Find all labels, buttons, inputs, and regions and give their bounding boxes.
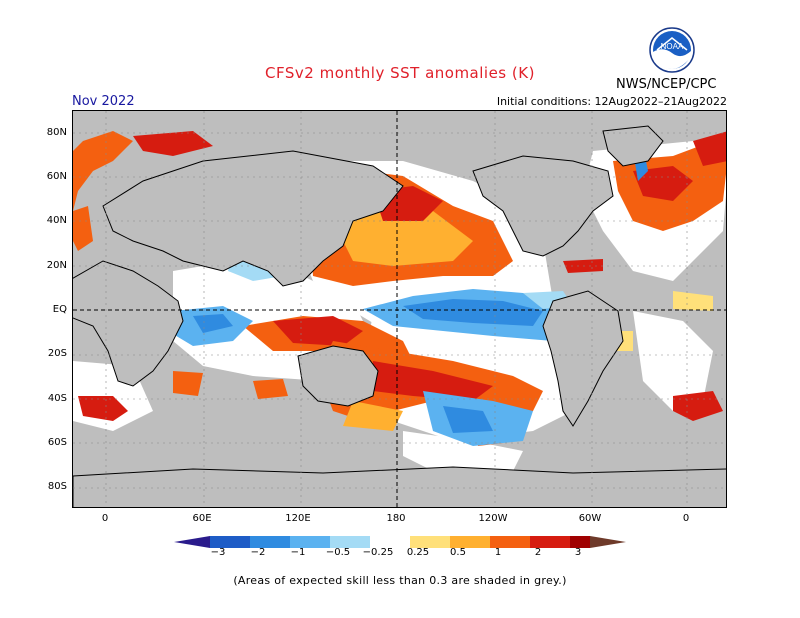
lon-label: 180 bbox=[386, 513, 406, 524]
australia-outline bbox=[297, 345, 379, 407]
colorbar-label: 2 bbox=[534, 547, 542, 558]
colorbar-segment bbox=[290, 536, 330, 548]
lat-label: 60N bbox=[46, 171, 67, 182]
colorbar-segment bbox=[210, 536, 250, 548]
colorbar-label: −3 bbox=[210, 547, 226, 558]
north-america-outline bbox=[472, 155, 614, 257]
eurasia-outline bbox=[102, 150, 404, 287]
lat-label: 20N bbox=[46, 260, 67, 271]
lat-label: 80S bbox=[47, 481, 67, 492]
colorbar-label: 1 bbox=[494, 547, 502, 558]
lat-label: 80N bbox=[46, 127, 67, 138]
antarctica-outline bbox=[73, 466, 726, 507]
colorbar-label: −2 bbox=[250, 547, 266, 558]
colorbar-segment bbox=[250, 536, 290, 548]
africa-outline bbox=[73, 260, 184, 387]
chart-title: CFSv2 monthly SST anomalies (K) bbox=[265, 64, 535, 82]
colorbar-label: −0.25 bbox=[362, 547, 394, 558]
colorbar-segment bbox=[410, 536, 450, 548]
lat-label: 40S bbox=[47, 393, 67, 404]
lon-label: 0 bbox=[682, 513, 690, 524]
colorbar-label: 0.25 bbox=[406, 547, 430, 558]
colorbar bbox=[174, 536, 626, 548]
lat-label: 60S bbox=[47, 437, 67, 448]
colorbar-label: 0.5 bbox=[450, 547, 466, 558]
lon-label: 0 bbox=[101, 513, 109, 524]
colorbar-segment bbox=[530, 536, 570, 548]
south-america-outline bbox=[542, 290, 624, 427]
colorbar-segment bbox=[174, 536, 210, 548]
forecast-month: Nov 2022 bbox=[72, 94, 135, 109]
colorbar-segment bbox=[370, 536, 410, 548]
cold-anomalies bbox=[168, 146, 648, 446]
lon-label: 60W bbox=[578, 513, 602, 524]
map-canvas bbox=[73, 111, 726, 507]
org-label: NWS/NCEP/CPC bbox=[616, 77, 717, 92]
lon-label: 120E bbox=[285, 513, 311, 524]
lon-label: 120W bbox=[478, 513, 508, 524]
colorbar-label: 3 bbox=[574, 547, 582, 558]
warm-anomalies bbox=[73, 131, 726, 446]
noaa-logo-icon: NOAA bbox=[649, 27, 695, 73]
lat-label: 40N bbox=[46, 215, 67, 226]
sst-anomaly-map bbox=[72, 110, 727, 508]
colorbar-segment bbox=[490, 536, 530, 548]
greenland-outline bbox=[602, 125, 664, 167]
colorbar-label: −1 bbox=[290, 547, 306, 558]
lat-label: 20S bbox=[47, 348, 67, 359]
continents bbox=[73, 125, 726, 507]
skill-caption: (Areas of expected skill less than 0.3 a… bbox=[233, 574, 567, 587]
reference-lines bbox=[73, 111, 726, 507]
colorbar-segment bbox=[590, 536, 626, 548]
logo-text: NOAA bbox=[661, 42, 684, 51]
colorbar-segment bbox=[330, 536, 370, 548]
lon-label: 60E bbox=[192, 513, 212, 524]
initial-conditions: Initial conditions: 12Aug2022–21Aug2022 bbox=[496, 95, 727, 108]
colorbar-label: −0.5 bbox=[325, 547, 351, 558]
lat-label: EQ bbox=[52, 304, 67, 315]
colorbar-segment bbox=[450, 536, 490, 548]
colorbar-segment bbox=[570, 536, 590, 548]
